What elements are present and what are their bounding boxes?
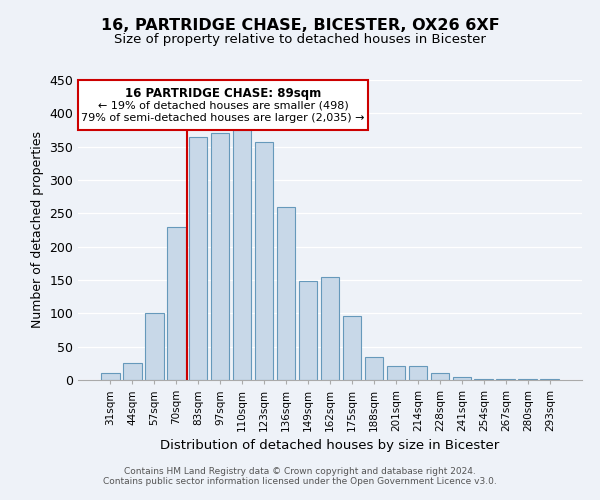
X-axis label: Distribution of detached houses by size in Bicester: Distribution of detached houses by size …: [160, 440, 500, 452]
Bar: [277, 206, 295, 380]
Bar: [475, 378, 493, 380]
Text: ← 19% of detached houses are smaller (498): ← 19% of detached houses are smaller (49…: [98, 100, 348, 110]
Y-axis label: Number of detached properties: Number of detached properties: [31, 132, 44, 328]
Bar: [431, 372, 449, 380]
Bar: [320, 276, 340, 380]
Bar: [365, 358, 383, 380]
Bar: [255, 142, 274, 380]
Text: 16, PARTRIDGE CHASE, BICESTER, OX26 6XF: 16, PARTRIDGE CHASE, BICESTER, OX26 6XF: [101, 18, 499, 32]
Bar: [409, 366, 427, 380]
Text: 79% of semi-detached houses are larger (2,035) →: 79% of semi-detached houses are larger (…: [81, 113, 365, 123]
Bar: [452, 378, 471, 380]
Bar: [496, 378, 515, 380]
Bar: [386, 366, 405, 380]
Bar: [343, 316, 361, 380]
Bar: [123, 364, 142, 380]
Bar: [211, 134, 229, 380]
Bar: [145, 314, 164, 380]
Bar: [189, 136, 208, 380]
Text: Size of property relative to detached houses in Bicester: Size of property relative to detached ho…: [114, 32, 486, 46]
Text: Contains HM Land Registry data © Crown copyright and database right 2024.: Contains HM Land Registry data © Crown c…: [124, 467, 476, 476]
Bar: [299, 282, 317, 380]
FancyBboxPatch shape: [78, 80, 368, 130]
Text: Contains public sector information licensed under the Open Government Licence v3: Contains public sector information licen…: [103, 477, 497, 486]
Bar: [101, 374, 119, 380]
Bar: [167, 226, 185, 380]
Text: 16 PARTRIDGE CHASE: 89sqm: 16 PARTRIDGE CHASE: 89sqm: [125, 86, 321, 100]
Bar: [233, 130, 251, 380]
